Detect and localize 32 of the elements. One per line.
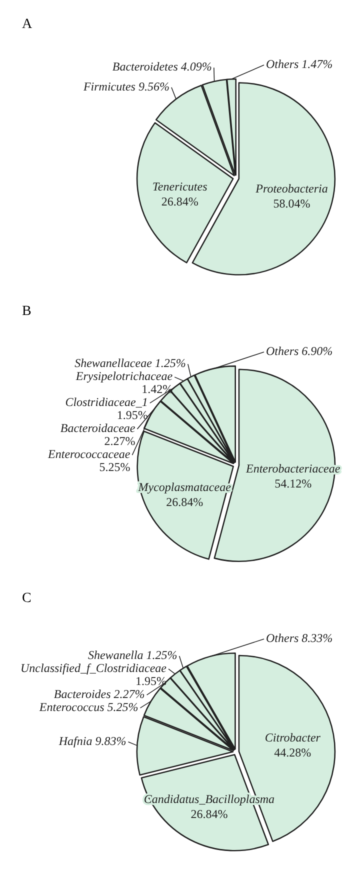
data-label: 2.27% [104,434,136,448]
data-label: 58.04% [273,196,310,210]
data-label: 54.12% [274,476,312,490]
slice-label: Citrobacter [264,730,321,745]
chart-title: A [22,17,33,32]
slice-label: Hafnia 9.83% [58,734,126,748]
data-label: 26.84% [166,495,204,510]
slice-label: Unclassified_f_Clostridiaceae [20,660,168,675]
slice-label: Shewanella 1.25% [88,648,178,662]
slice-label: Others 8.33% [266,631,333,645]
data-label: 1.42% [142,382,173,396]
slice-label: Bacteroidetes 4.09% [112,60,212,74]
data-label: 26.84% [190,806,228,821]
chart-title: C [22,591,32,606]
slice-label: Erysipelotrichaceae [74,369,174,384]
slice-label: Enterococcaceae [47,447,131,462]
slice-label: Proteobacteria [254,181,328,196]
slice-label: Enterococcus 5.25% [38,700,138,714]
slice-label: Bacteroides 2.27% [54,686,145,701]
slice-label: Tenericutes [152,180,208,194]
chart-title: B [22,304,32,319]
slice-label: Firmicutes 9.56% [82,79,170,94]
slice-label: Shewanellaceae 1.25% [74,356,186,370]
data-label: 26.84% [161,194,198,209]
slice-label: Others 1.47% [266,57,333,71]
data-label: 1.95% [136,674,167,688]
slice-label: Others 6.90% [266,344,333,358]
data-label: 44.28% [274,746,312,760]
data-label: 1.95% [116,408,148,422]
slice-label: Bacteroidaceae [60,421,136,436]
data-label: 5.25% [99,460,130,474]
slice-label: Clostridiaceae_1 [65,395,148,410]
